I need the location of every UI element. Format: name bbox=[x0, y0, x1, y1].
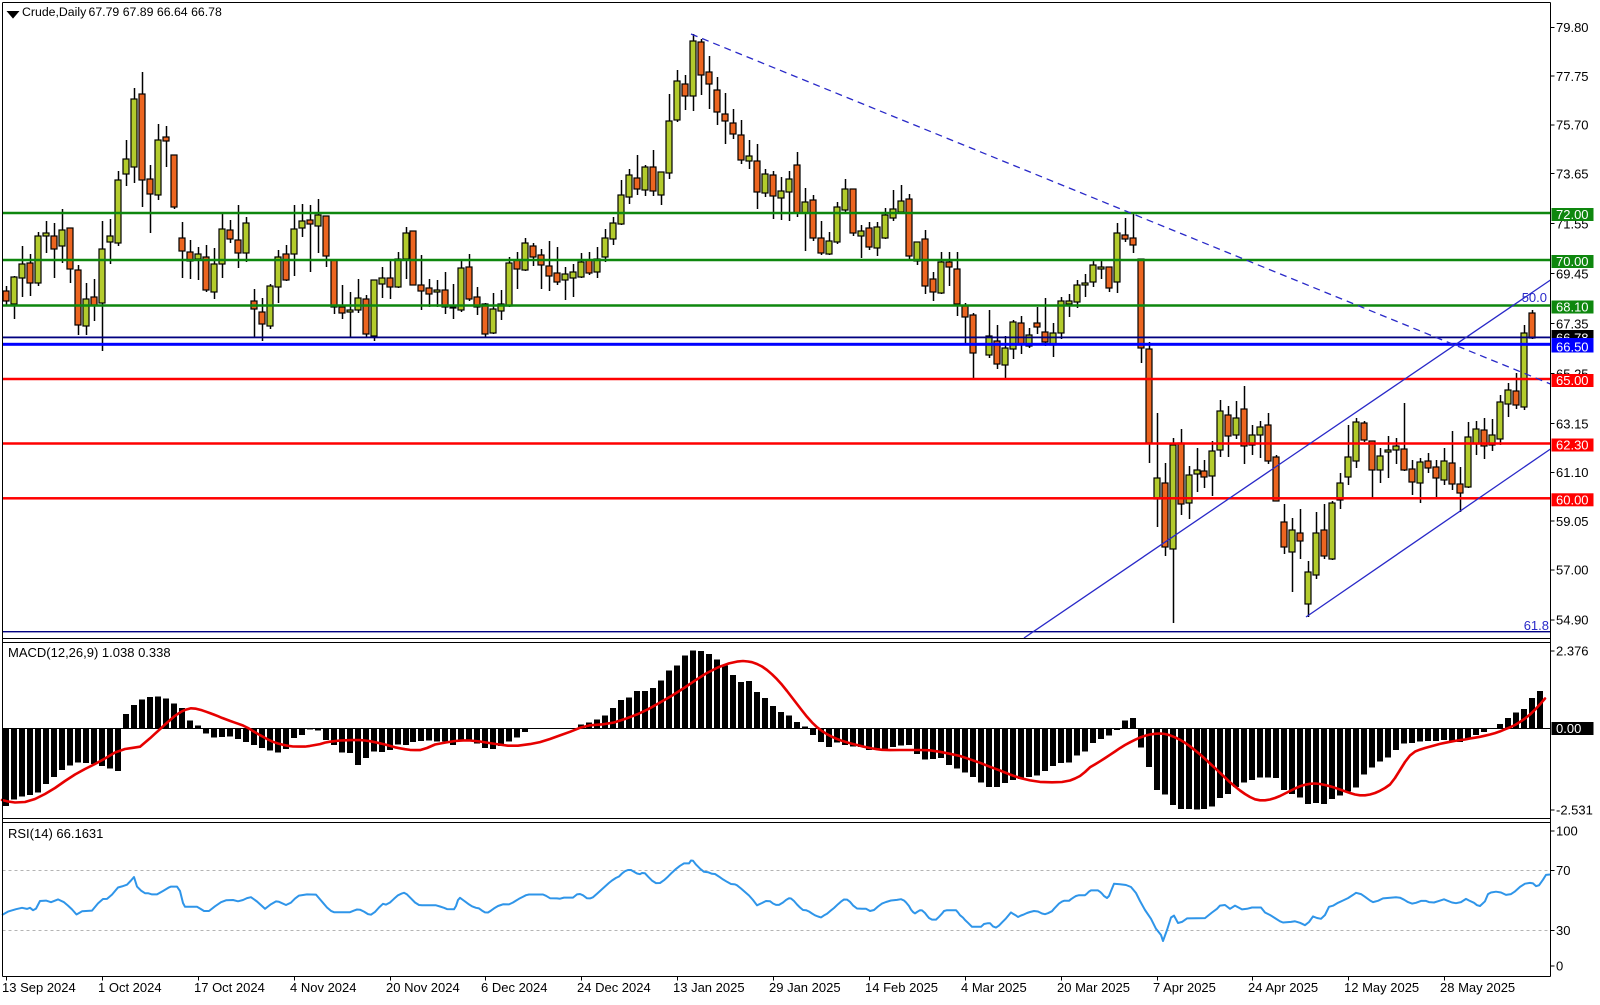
svg-text:28 May 2025: 28 May 2025 bbox=[1440, 980, 1515, 995]
svg-text:2.376: 2.376 bbox=[1556, 644, 1589, 659]
svg-text:29 Jan 2025: 29 Jan 2025 bbox=[769, 980, 841, 995]
svg-text:61.10: 61.10 bbox=[1556, 465, 1589, 480]
svg-text:MACD(12,26,9) 1.038 0.338: MACD(12,26,9) 1.038 0.338 bbox=[8, 645, 171, 660]
svg-text:RSI(14) 66.1631: RSI(14) 66.1631 bbox=[8, 826, 103, 841]
svg-text:59.05: 59.05 bbox=[1556, 514, 1589, 529]
svg-text:70.00: 70.00 bbox=[1556, 254, 1589, 269]
svg-text:13 Sep 2024: 13 Sep 2024 bbox=[2, 980, 76, 995]
svg-text:0: 0 bbox=[1556, 959, 1563, 974]
svg-text:79.80: 79.80 bbox=[1556, 20, 1589, 35]
svg-text:67.79 67.89 66.64 66.78: 67.79 67.89 66.64 66.78 bbox=[89, 5, 222, 19]
svg-text:73.65: 73.65 bbox=[1556, 166, 1589, 181]
svg-text:77.75: 77.75 bbox=[1556, 69, 1589, 84]
svg-text:Crude,Daily: Crude,Daily bbox=[22, 5, 87, 19]
svg-text:66.50: 66.50 bbox=[1556, 339, 1589, 354]
svg-text:61.8: 61.8 bbox=[1524, 618, 1549, 633]
svg-text:14 Feb 2025: 14 Feb 2025 bbox=[865, 980, 938, 995]
svg-text:0.00: 0.00 bbox=[1556, 721, 1581, 736]
svg-text:12 May 2025: 12 May 2025 bbox=[1344, 980, 1419, 995]
svg-text:69.45: 69.45 bbox=[1556, 266, 1589, 281]
svg-text:75.70: 75.70 bbox=[1556, 118, 1589, 133]
svg-text:20 Nov 2024: 20 Nov 2024 bbox=[386, 980, 460, 995]
svg-text:60.00: 60.00 bbox=[1556, 492, 1589, 507]
svg-text:68.10: 68.10 bbox=[1556, 300, 1589, 315]
svg-text:20 Mar 2025: 20 Mar 2025 bbox=[1057, 980, 1130, 995]
svg-text:7 Apr 2025: 7 Apr 2025 bbox=[1153, 980, 1216, 995]
svg-text:63.15: 63.15 bbox=[1556, 416, 1589, 431]
svg-text:54.90: 54.90 bbox=[1556, 613, 1589, 628]
svg-text:65.00: 65.00 bbox=[1556, 373, 1589, 388]
svg-text:-2.531: -2.531 bbox=[1556, 803, 1593, 818]
svg-text:72.00: 72.00 bbox=[1556, 207, 1589, 222]
svg-text:4 Mar 2025: 4 Mar 2025 bbox=[961, 980, 1027, 995]
svg-text:50.0: 50.0 bbox=[1522, 290, 1547, 305]
svg-text:24 Apr 2025: 24 Apr 2025 bbox=[1248, 980, 1318, 995]
svg-text:70: 70 bbox=[1556, 863, 1570, 878]
svg-text:67.35: 67.35 bbox=[1556, 316, 1589, 331]
svg-text:1 Oct 2024: 1 Oct 2024 bbox=[98, 980, 162, 995]
svg-text:100: 100 bbox=[1556, 824, 1578, 839]
svg-text:17 Oct 2024: 17 Oct 2024 bbox=[194, 980, 265, 995]
svg-text:6 Dec 2024: 6 Dec 2024 bbox=[481, 980, 548, 995]
svg-text:57.00: 57.00 bbox=[1556, 563, 1589, 578]
svg-text:24 Dec 2024: 24 Dec 2024 bbox=[577, 980, 651, 995]
svg-text:4 Nov 2024: 4 Nov 2024 bbox=[290, 980, 357, 995]
svg-text:30: 30 bbox=[1556, 923, 1570, 938]
svg-text:13 Jan 2025: 13 Jan 2025 bbox=[673, 980, 745, 995]
svg-text:62.30: 62.30 bbox=[1556, 438, 1589, 453]
